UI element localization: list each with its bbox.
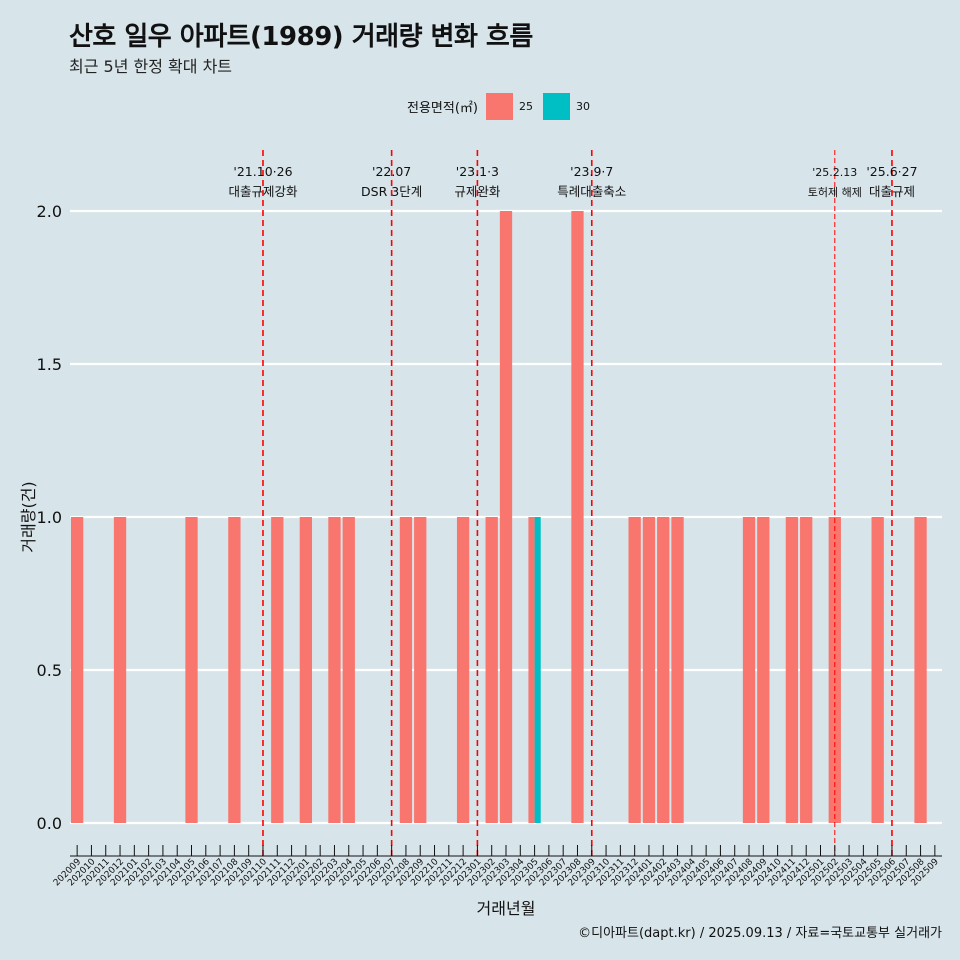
- event-date-0: '21.10·26: [233, 164, 292, 179]
- event-label-2: 규제완화: [454, 184, 501, 199]
- event-label-3: 특례대출축소: [557, 184, 626, 199]
- bar-202212-25: [456, 517, 470, 823]
- y-tick-label: 1.5: [37, 355, 62, 374]
- event-label-5: 대출규제: [869, 184, 915, 199]
- axes: 0.00.51.01.52.02020092020102020112020122…: [19, 202, 942, 918]
- bar-202009-25: [71, 517, 84, 823]
- bar-202203-25: [328, 517, 341, 823]
- bar-202408-25: [742, 517, 756, 823]
- event-date-1: '22.07: [372, 164, 411, 179]
- x-axis-title: 거래년월: [477, 899, 536, 918]
- bar-202411-25: [785, 517, 799, 823]
- bar-202401-25: [642, 517, 656, 823]
- event-date-2: '23.1·3: [456, 164, 499, 179]
- event-label-1: DSR 3단계: [361, 184, 422, 199]
- bar-202402-25: [657, 517, 670, 823]
- event-label-0: 대출규제강화: [228, 184, 298, 199]
- bar-202108-25: [228, 517, 241, 823]
- bar-202305-30: [534, 517, 541, 823]
- bar-202409-25: [757, 517, 770, 823]
- bar-202201-25: [299, 517, 313, 823]
- legend-key-30: [542, 92, 570, 120]
- bar-202308-25: [571, 211, 584, 823]
- y-tick-label: 0.5: [37, 661, 62, 680]
- y-tick-label: 2.0: [37, 202, 62, 221]
- legend-label-25: 25: [518, 99, 533, 113]
- event-date-3: '23.9·7: [570, 164, 613, 179]
- bar-202208-25: [399, 517, 413, 823]
- bar-202302-25: [485, 517, 498, 823]
- event-label-4: 토허제 해제: [808, 185, 862, 199]
- bar-202403-25: [671, 517, 684, 823]
- bar-202312-25: [628, 517, 641, 823]
- event-date-5: '25.6·27: [866, 164, 917, 179]
- legend-title: 전용면적(㎡): [407, 100, 478, 116]
- bar-202111-25: [271, 517, 284, 823]
- bar-202412-25: [800, 517, 813, 823]
- source-caption: ©디아파트(dapt.kr) / 2025.09.13 / 자료=국토교통부 실…: [578, 926, 942, 941]
- bar-202303-25: [499, 211, 513, 823]
- bar-202012-25: [113, 517, 127, 823]
- chart-title: 산호 일우 아파트(1989) 거래량 변화 흐름: [69, 22, 533, 52]
- legend-label-30: 30: [575, 99, 590, 113]
- event-date-4: '25.2.13: [812, 166, 857, 179]
- legend-key-25: [485, 92, 513, 120]
- event-lines: '21.10·26 대출규제강화 '22.07 DSR 3단계 '23.1·3 규제완화 '…: [228, 150, 918, 856]
- bar-202508-25: [914, 517, 927, 823]
- y-axis-title: 거래량(건): [19, 481, 38, 552]
- legend: 전용면적(㎡) 25 30: [407, 92, 600, 120]
- bars: [71, 211, 927, 823]
- chart-subtitle: 최근 5년 한정 확대 차트: [69, 57, 233, 76]
- bar-202204-25: [342, 517, 355, 823]
- bar-202305-25: [528, 517, 535, 823]
- y-tick-label: 0.0: [37, 814, 62, 833]
- bar-202105-25: [185, 517, 198, 823]
- bar-202505-25: [871, 517, 884, 823]
- y-tick-label: 1.0: [37, 508, 62, 527]
- bar-202209-25: [414, 517, 427, 823]
